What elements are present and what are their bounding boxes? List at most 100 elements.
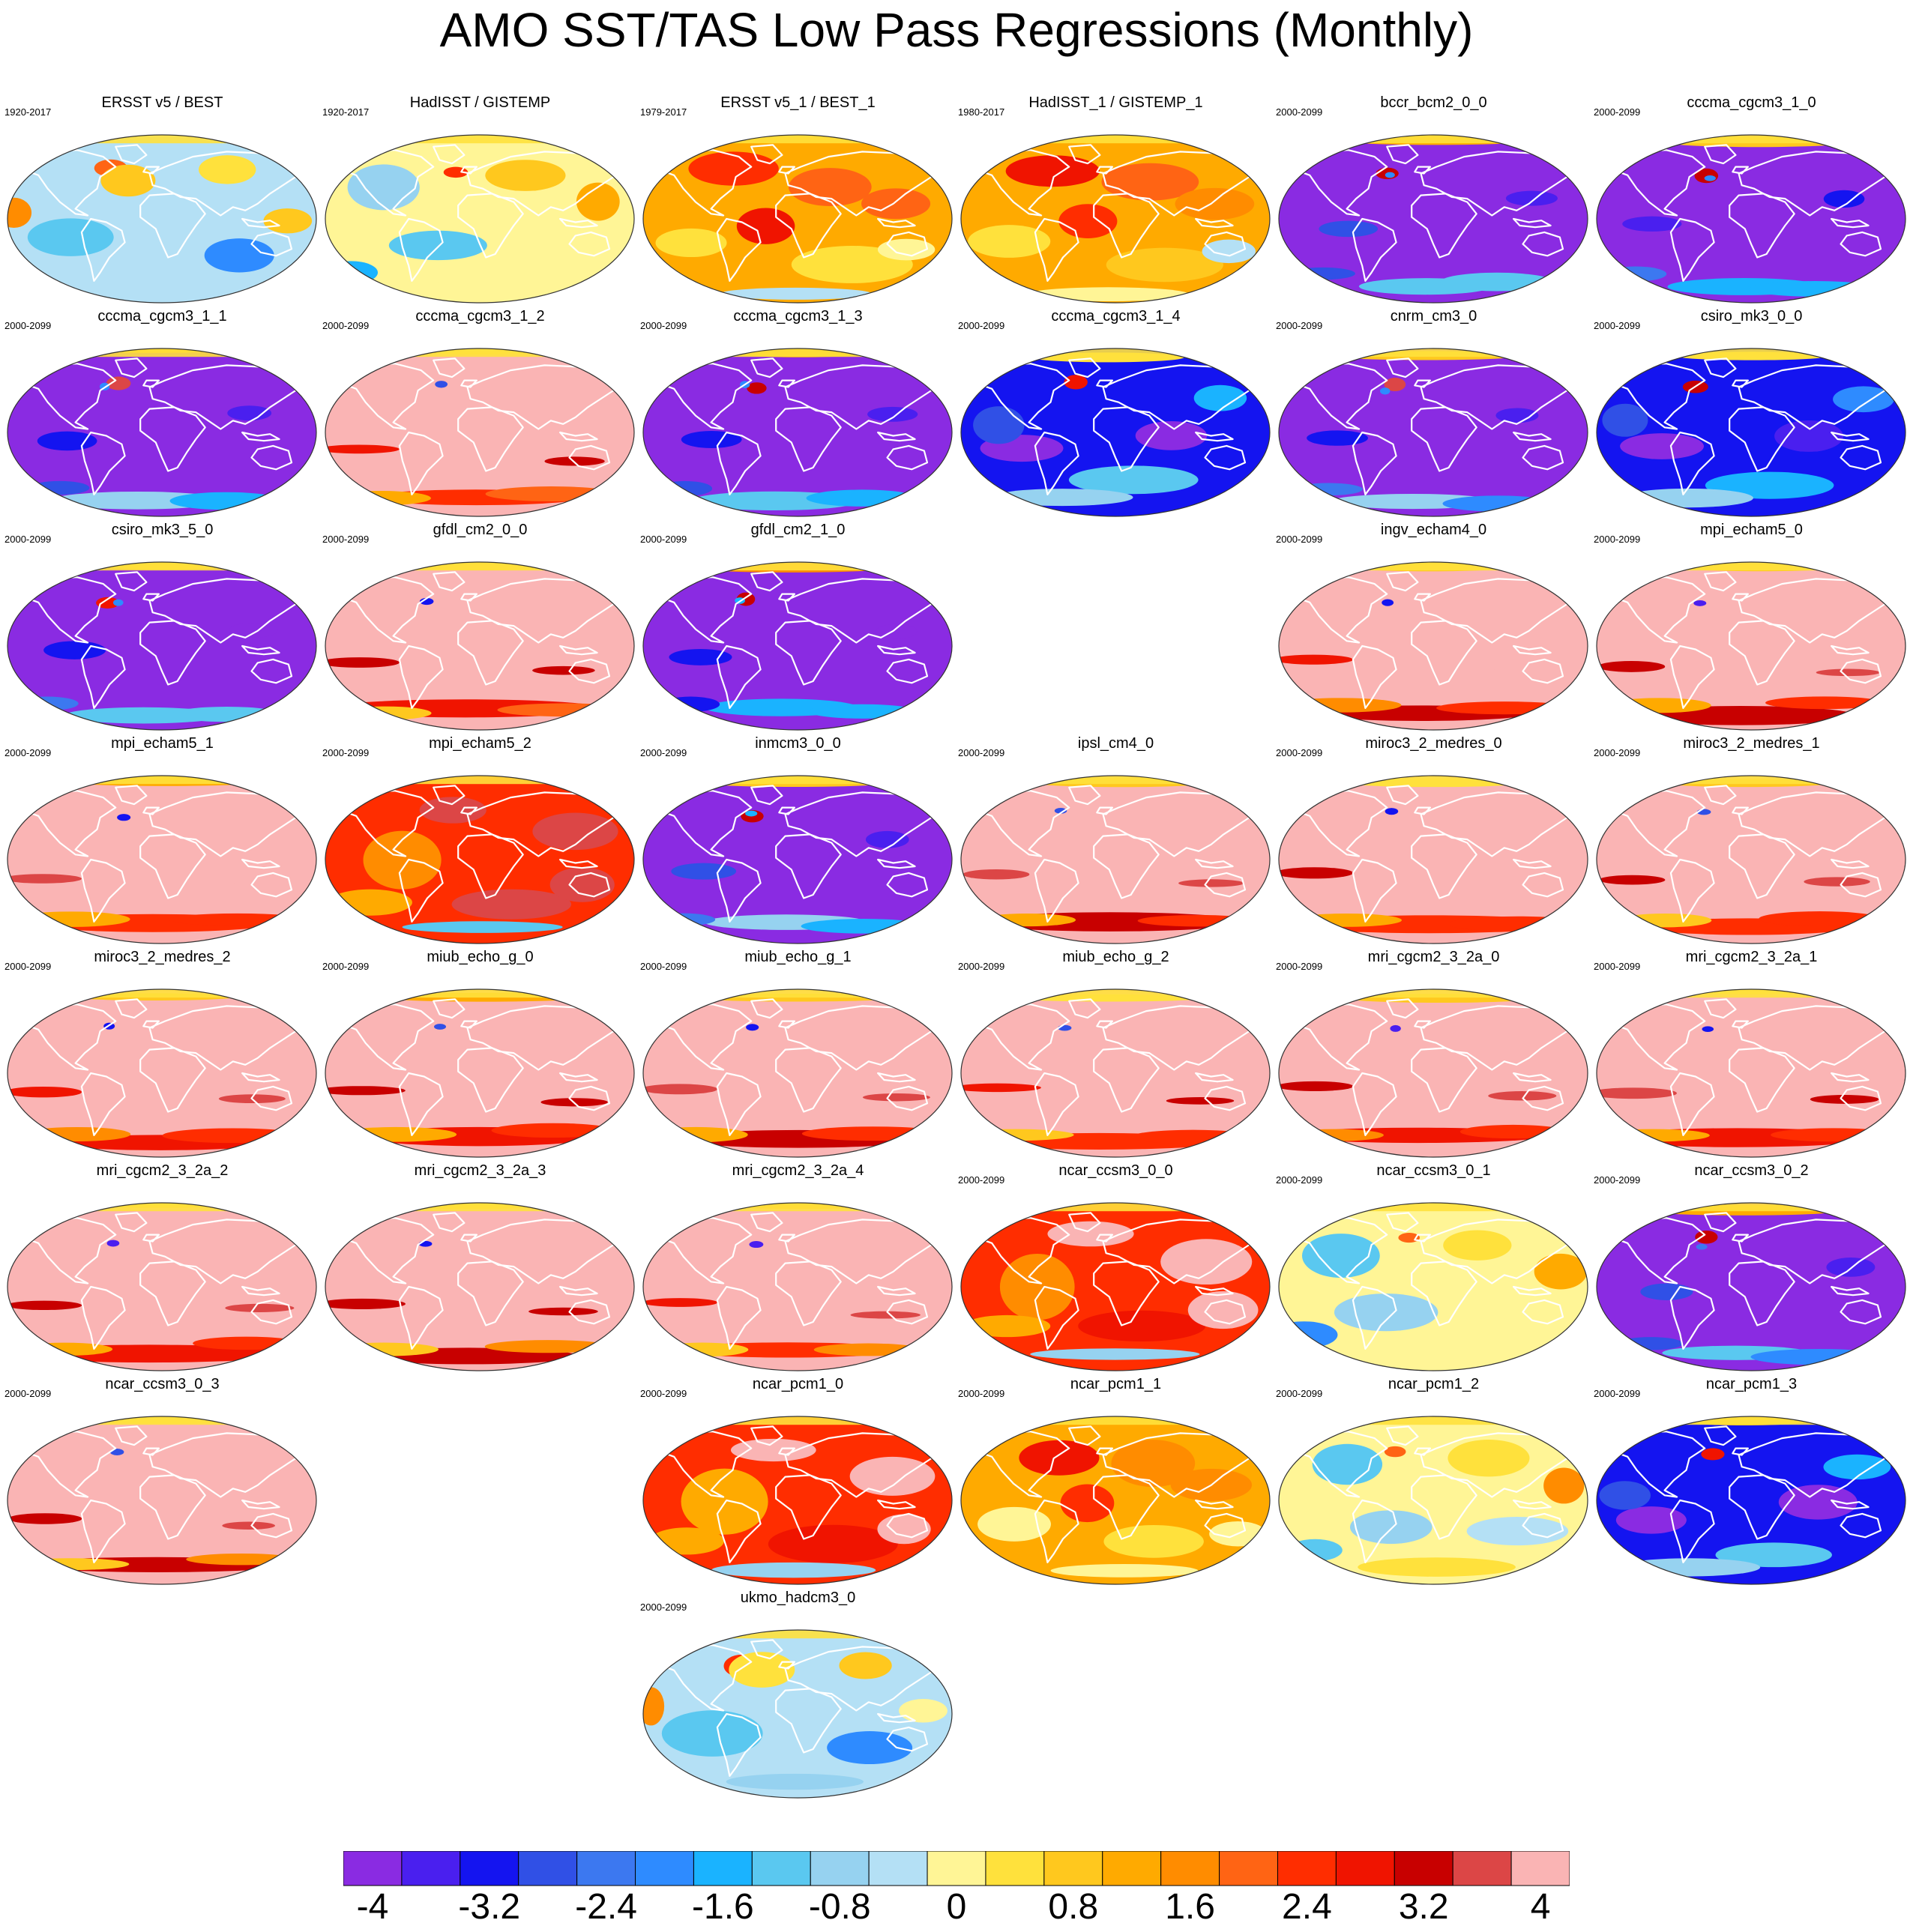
map-plot [1596, 775, 1906, 944]
anomaly-region [806, 489, 918, 507]
coastline [1669, 644, 1715, 709]
anomaly-region [899, 1699, 948, 1723]
map-panel: cccma_cgcm3_1_1 2000-2099 [3, 305, 322, 522]
anomaly-region [1597, 1087, 1677, 1099]
coastline [80, 217, 126, 282]
map-border [325, 561, 635, 731]
colorbar-tick-label: -1.6 [692, 1887, 754, 1927]
anomaly-region [1500, 883, 1567, 890]
coastline [1831, 858, 1870, 869]
arctic-band [7, 348, 316, 357]
anomaly-region [1618, 1558, 1761, 1577]
map-panel: ncar_ccsm3_0_2 2000-2099 [1592, 1159, 1911, 1377]
map-border [7, 1416, 317, 1585]
map-border [1596, 348, 1906, 517]
panel-period: 2000-2099 [1276, 747, 1323, 758]
coastline [784, 791, 938, 857]
map-border [642, 775, 953, 944]
anomaly-region [263, 208, 313, 234]
coastline [1513, 431, 1552, 442]
anomaly-region [1715, 1542, 1832, 1568]
anomaly-region [1064, 375, 1088, 390]
coastline [1352, 217, 1397, 282]
anomaly-region [544, 456, 605, 466]
anomaly-region [671, 863, 737, 880]
anomaly-region [1358, 1557, 1516, 1577]
panel-title: ncar_pcm1_1 [1070, 1376, 1162, 1392]
anomaly-region [643, 1687, 665, 1726]
anomaly-region [726, 1773, 864, 1790]
map-plot [642, 1416, 953, 1585]
map-border [1596, 1416, 1906, 1585]
anomaly-region [117, 814, 131, 821]
coastline [1420, 578, 1573, 644]
coastline [1840, 444, 1882, 471]
panel-title: cccma_cgcm3_1_3 [733, 308, 863, 324]
map-panel: cccma_cgcm3_1_3 2000-2099 [639, 305, 957, 522]
panel-title: mri_cgcm2_3_2a_3 [414, 1162, 546, 1179]
anomaly-region [736, 208, 795, 244]
map-border [7, 134, 317, 304]
anomaly-region [7, 1300, 82, 1311]
panel-period: 2000-2099 [1276, 1174, 1323, 1186]
arctic-band [643, 1630, 952, 1639]
coastline [1414, 1447, 1431, 1456]
anomaly-region [484, 1340, 612, 1353]
anomaly-region [1471, 1297, 1562, 1335]
coastline [1204, 444, 1247, 471]
map-plot [960, 775, 1271, 944]
coastline [1729, 1047, 1795, 1113]
anomaly-region [1443, 1230, 1512, 1261]
anomaly-region [1640, 1283, 1693, 1300]
anomaly-region [1101, 163, 1199, 201]
anomaly-region [1604, 266, 1667, 282]
map-panel: mri_cgcm2_3_2a_0 2000-2099 [1274, 946, 1593, 1163]
map-plot [7, 1416, 317, 1585]
anomaly-region [328, 889, 412, 916]
panel-period: 2000-2099 [640, 1388, 687, 1399]
anomaly-region [1759, 911, 1881, 927]
anomaly-region [1301, 1234, 1380, 1279]
map-panel: gfdl_cm2_1_0 2000-2099 [639, 519, 957, 736]
coastline [716, 431, 762, 495]
coastline [568, 1299, 611, 1325]
anomaly-region [1060, 1484, 1115, 1523]
anomaly-region [1810, 1095, 1879, 1104]
coastline [460, 806, 478, 815]
colorbar-box [1160, 1850, 1220, 1886]
coastline [886, 1726, 929, 1752]
coastline [1420, 364, 1573, 430]
map-plot [1278, 1416, 1588, 1585]
anomaly-region [1816, 668, 1880, 677]
arctic-band [7, 1416, 316, 1425]
anomaly-region [681, 1468, 768, 1535]
colorbar-tick-label: 4 [1530, 1887, 1551, 1927]
coastline [142, 166, 160, 175]
coastline [433, 571, 466, 592]
panel-period: 2000-2099 [1276, 106, 1323, 118]
coastline [877, 1712, 916, 1724]
anomaly-region [1442, 495, 1553, 512]
anomaly-region [850, 1311, 921, 1319]
arctic-band [643, 1416, 952, 1425]
coastline [115, 1212, 148, 1233]
coastline [972, 149, 1070, 217]
coastline [654, 790, 753, 857]
coastline [1411, 833, 1477, 899]
panel-period: 2000-2099 [4, 961, 52, 972]
coastline [972, 1217, 1070, 1285]
coastline [139, 1047, 206, 1113]
coastline [1195, 431, 1234, 442]
coastline [337, 790, 435, 857]
coastline [1204, 1299, 1247, 1325]
anomaly-region [1166, 1096, 1235, 1105]
map-panel: ERSST v5_1 / BEST_1 1979-2017 [639, 91, 957, 309]
coastline [139, 193, 206, 259]
coastline [750, 1639, 783, 1660]
coastline [877, 217, 916, 229]
arctic-band [1279, 348, 1588, 357]
arctic-band [1597, 1416, 1906, 1425]
anomaly-region [1701, 1448, 1725, 1461]
anomaly-region [1384, 1446, 1406, 1458]
coastline [19, 576, 117, 644]
